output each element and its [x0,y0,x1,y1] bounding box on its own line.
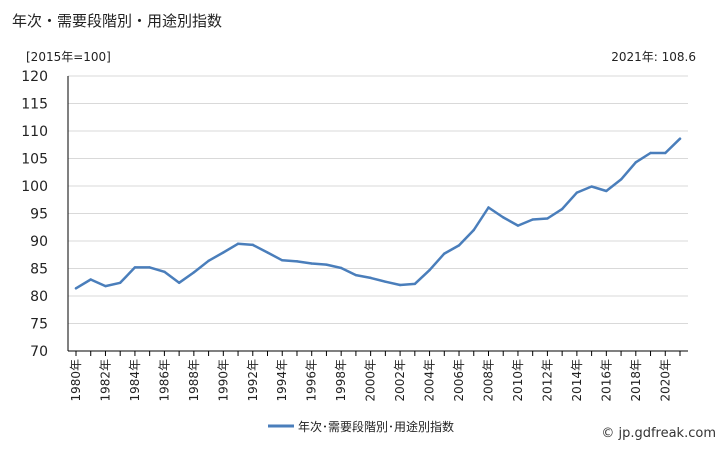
y-tick-label-75: 75 [30,317,48,333]
x-tick-label-2002: 2002年 [393,359,407,402]
data-point-2005 [443,252,446,255]
data-point-2006 [457,244,461,247]
x-axis-ticks: 1980年 1982年 1984年 1986年 1988年 1990年 1992年 1994年… [69,351,681,402]
data-point-2018 [634,161,638,164]
x-tick-label-1996: 1996年 [305,359,319,402]
source-credit: © jp.gdfreak.com [601,426,716,441]
data-point-1991 [236,242,240,245]
data-point-1983 [118,281,122,284]
data-point-2020 [664,151,667,155]
data-point-1985 [148,266,151,269]
data-point-2009 [502,216,505,219]
data-point-2012 [546,217,549,220]
data-point-2000 [369,276,372,280]
y-tick-label-105: 105 [21,152,48,168]
x-tick-label-2000: 2000年 [364,359,378,402]
data-point-1996 [310,262,313,265]
data-point-1998 [339,266,343,270]
data-point-1986 [163,270,166,273]
data-point-2017 [619,178,623,181]
data-point-1999 [354,273,358,277]
x-tick-label-2012: 2012年 [540,359,554,402]
data-point-2013 [560,207,564,211]
data-point-1997 [325,263,328,266]
x-tick-label-1982: 1982年 [98,359,112,402]
data-point-1982 [104,284,107,288]
x-tick-label-2016: 2016年 [599,359,613,402]
data-point-1988 [192,271,196,274]
data-point-2003 [413,282,417,286]
data-point-1980 [74,287,78,290]
data-point-1990 [222,251,225,254]
series-line-0 [74,137,682,290]
legend-label: 年次･需要段階別･用途別指数 [298,419,454,434]
y-tick-label-80: 80 [30,289,48,305]
data-point-1984 [133,266,137,269]
data-point-2014 [575,191,579,194]
data-point-2011 [531,218,534,221]
series-group [74,137,682,290]
x-tick-label-1980: 1980年 [69,359,83,402]
data-point-1989 [207,259,210,262]
y-tick-label-115: 115 [21,97,48,113]
data-point-1981 [89,278,92,281]
data-point-2016 [605,189,608,193]
x-tick-label-1990: 1990年 [216,359,230,402]
grid-lines [68,75,688,352]
data-point-1994 [281,259,284,262]
data-point-1993 [266,251,269,254]
legend: 年次･需要段階別･用途別指数 [268,419,454,434]
x-tick-label-1984: 1984年 [128,359,142,402]
y-tick-label-85: 85 [30,262,48,278]
data-point-2001 [384,280,387,283]
data-point-2004 [428,268,431,272]
y-tick-label-70: 70 [30,344,48,360]
axes [67,76,688,352]
data-point-2002 [398,283,402,287]
unit-label: [2015年=100] [26,50,111,64]
x-tick-label-2010: 2010年 [511,359,525,402]
x-tick-label-1992: 1992年 [246,359,260,402]
data-point-2019 [649,151,652,155]
x-tick-label-1998: 1998年 [334,359,348,402]
x-tick-label-1986: 1986年 [157,359,171,402]
y-tick-label-95: 95 [30,207,48,223]
x-tick-label-2014: 2014年 [570,359,584,402]
y-tick-label-100: 100 [21,179,48,195]
y-tick-label-120: 120 [21,69,48,85]
x-tick-label-2004: 2004年 [423,359,437,402]
data-point-2015 [590,185,593,188]
data-point-1995 [295,260,299,263]
x-tick-label-1988: 1988年 [187,359,201,402]
data-point-2021 [678,137,682,140]
y-tick-label-90: 90 [30,234,48,250]
x-tick-label-2018: 2018年 [629,359,643,402]
latest-value-label: 2021年: 108.6 [611,50,696,64]
data-point-2008 [487,206,490,209]
data-point-1992 [251,243,254,247]
y-tick-label-110: 110 [21,124,48,140]
chart-title: 年次・需要段階別・用途別指数 [12,12,223,30]
x-tick-label-1994: 1994年 [275,359,289,402]
data-point-2010 [516,224,520,227]
y-axis-ticks: 70 75 80 85 90 95 100 105 110 115 120 [21,69,48,360]
data-point-1987 [177,281,181,284]
x-tick-label-2020: 2020年 [658,359,672,402]
data-point-2007 [472,228,475,232]
x-tick-label-2006: 2006年 [452,359,466,402]
x-tick-label-2008: 2008年 [481,359,495,402]
